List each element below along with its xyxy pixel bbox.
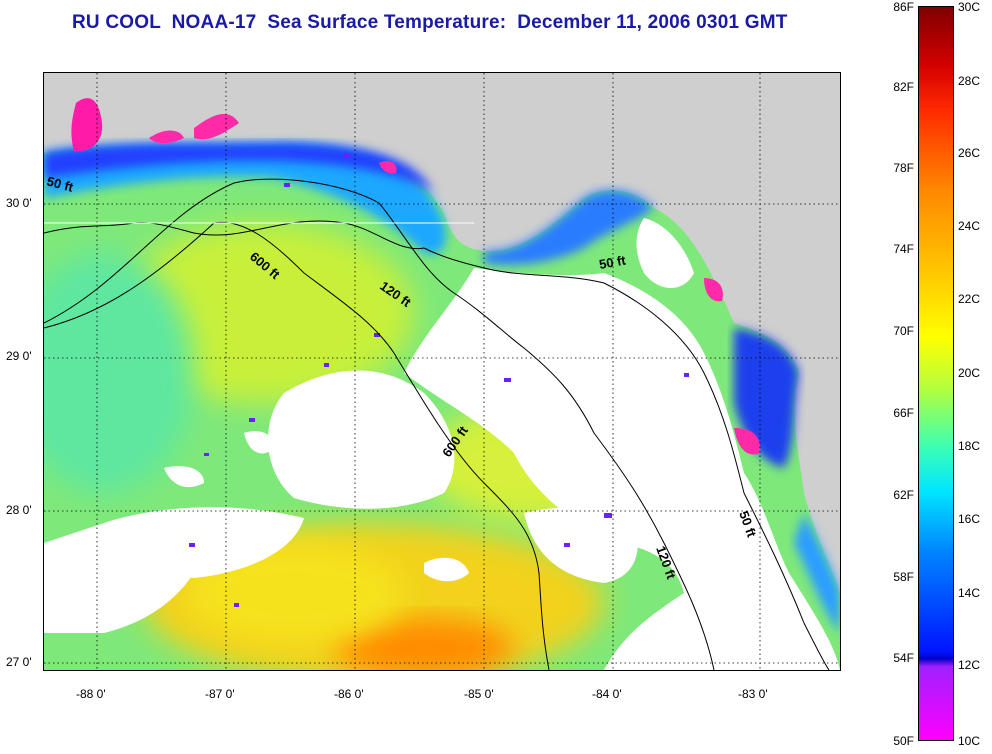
lon-label-88: -88 0' — [76, 687, 106, 701]
contour-label-50ft-east: 50 ft — [598, 252, 628, 272]
cb-c-28: 28C — [958, 74, 981, 88]
lat-label-28: 28 0' — [6, 503, 32, 517]
map-title: RU COOL NOAA-17 Sea Surface Temperature:… — [72, 12, 788, 33]
cb-f-50: 50F — [893, 734, 914, 748]
temperature-colorbar — [918, 6, 954, 741]
cb-f-74: 74F — [893, 242, 914, 256]
contour-50ft — [423, 247, 830, 670]
lat-label-27: 27 0' — [6, 655, 32, 669]
cb-c-30: 30C — [958, 0, 981, 14]
sst-map-canvas: 50 ft 600 ft 120 ft 50 ft 600 ft 120 ft … — [44, 73, 840, 670]
lat-label-29: 29 0' — [6, 349, 32, 363]
cb-c-26: 26C — [958, 146, 981, 160]
lon-label-83: -83 0' — [738, 687, 768, 701]
coastline — [44, 220, 425, 250]
cb-c-22: 22C — [958, 292, 981, 306]
graticule — [44, 73, 840, 670]
lon-label-86: -86 0' — [334, 687, 364, 701]
contour-600ft — [44, 221, 550, 670]
lon-label-87: -87 0' — [205, 687, 235, 701]
cb-f-66: 66F — [893, 406, 914, 420]
cb-f-62: 62F — [893, 488, 914, 502]
cb-f-70: 70F — [893, 324, 914, 338]
cb-c-20: 20C — [958, 366, 981, 380]
lon-label-85: -85 0' — [464, 687, 494, 701]
cb-c-10: 10C — [958, 734, 981, 748]
cb-f-78: 78F — [893, 161, 914, 175]
cb-c-12: 12C — [958, 658, 981, 672]
cloud-cover — [44, 218, 840, 670]
contour-label-50ft-west: 50 ft — [45, 173, 75, 195]
lon-label-84: -84 0' — [592, 687, 622, 701]
cb-c-18: 18C — [958, 439, 981, 453]
cb-f-86: 86F — [893, 0, 914, 14]
contour-120ft — [44, 178, 715, 670]
cb-f-58: 58F — [893, 570, 914, 584]
cb-c-24: 24C — [958, 219, 981, 233]
depth-contours — [44, 178, 830, 670]
cb-f-54: 54F — [893, 651, 914, 665]
cb-c-14: 14C — [958, 586, 981, 600]
cb-f-82: 82F — [893, 80, 914, 94]
cb-c-16: 16C — [958, 512, 981, 526]
sst-map[interactable]: 50 ft 600 ft 120 ft 50 ft 600 ft 120 ft … — [43, 72, 841, 671]
speckle-clusters — [189, 153, 689, 607]
lat-label-30: 30 0' — [6, 196, 32, 210]
